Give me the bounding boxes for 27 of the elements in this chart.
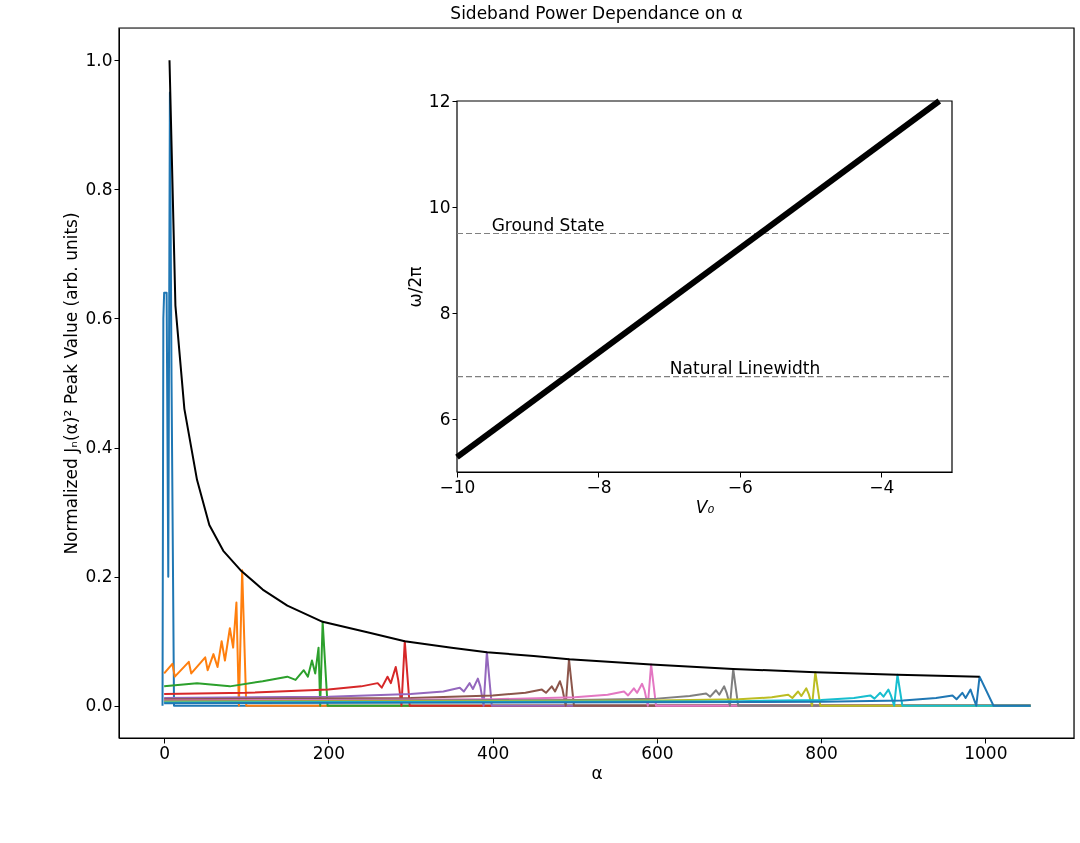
x-tick-label: 400: [476, 742, 510, 763]
y-tick-label: 0.6: [85, 307, 113, 328]
y-tick-label: 0.8: [85, 178, 113, 199]
x-tick-label: −6: [727, 476, 753, 497]
x-tick-label: 200: [312, 742, 346, 763]
x-tick-label: 600: [641, 742, 674, 763]
x-tick-label: −4: [869, 476, 895, 497]
x-tick-label: 0: [159, 742, 171, 763]
y-tick-label: 6: [439, 408, 451, 429]
x-axis-title: V₀: [695, 496, 715, 517]
x-tick-label: 800: [805, 742, 838, 763]
y-tick-label: 10: [428, 196, 451, 217]
y-axis-title: Normalized Jₙ(α)² Peak Value (arb. units): [61, 212, 82, 555]
y-tick-label: 0.4: [85, 437, 113, 458]
y-axis-title: ω/2π: [404, 266, 425, 308]
y-tick-label: 8: [439, 302, 451, 323]
y-tick-label: 0.0: [85, 695, 113, 716]
y-tick-label: 0.2: [85, 566, 113, 587]
ref-line-label: Natural Linewidth: [669, 357, 821, 378]
y-tick-label: 12: [428, 90, 451, 111]
y-tick-label: 1.0: [85, 49, 113, 70]
x-tick-label: −10: [439, 476, 476, 497]
x-tick-label: 1000: [964, 742, 1008, 763]
chart-title: Sideband Power Dependance on α: [450, 3, 743, 24]
ref-line-label: Ground State: [491, 214, 605, 235]
x-axis-title: α: [591, 762, 603, 783]
x-tick-label: −8: [586, 476, 612, 497]
